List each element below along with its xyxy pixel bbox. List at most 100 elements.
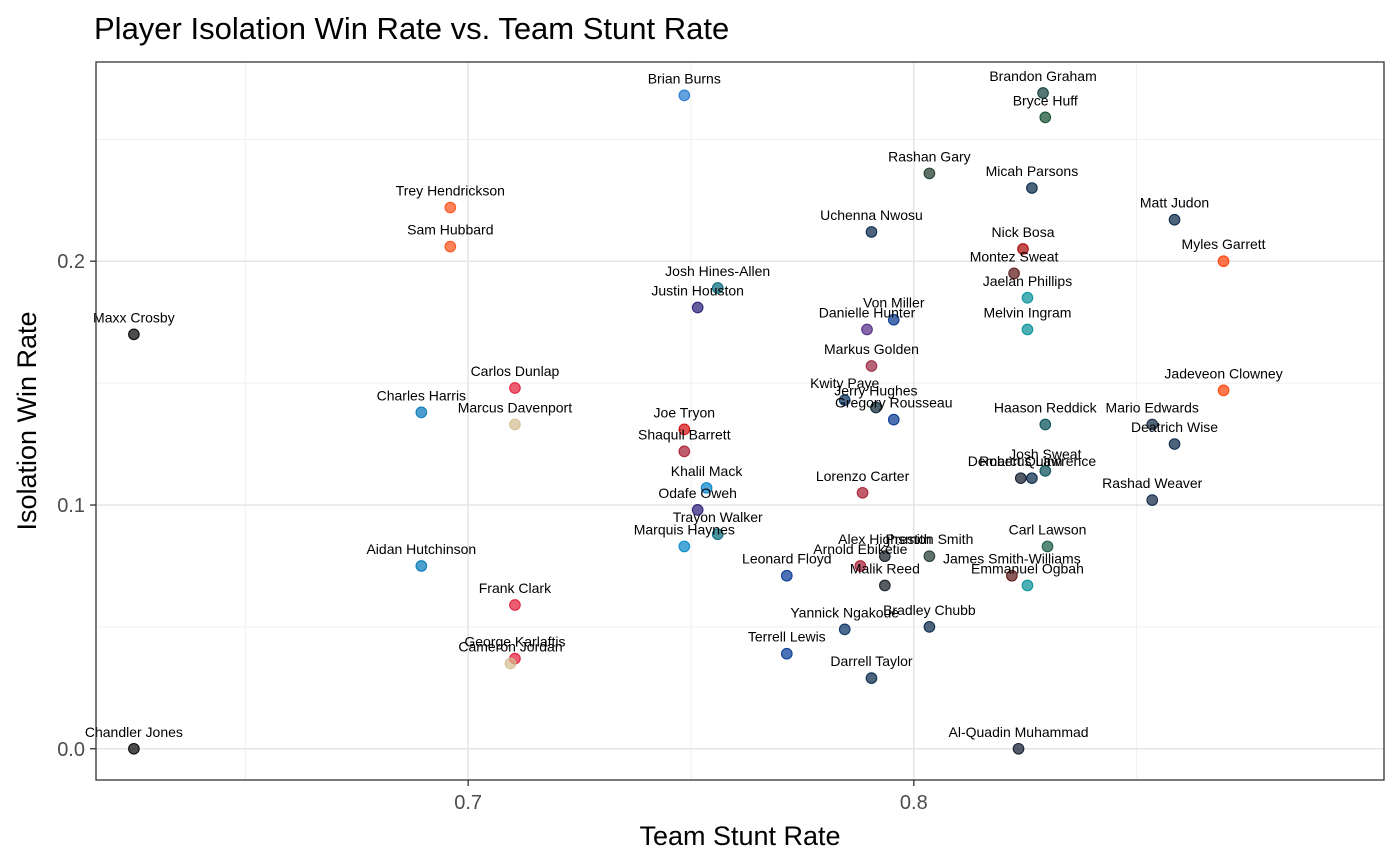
data-point (878, 550, 891, 563)
data-point-label: Gregory Rousseau (835, 395, 953, 411)
data-point-label: Jaelan Phillips (983, 273, 1073, 289)
data-point (838, 623, 851, 636)
data-point-label: Odafe Oweh (658, 485, 737, 501)
data-point (1168, 213, 1181, 226)
data-point (838, 394, 851, 407)
data-point-label: Bryce Huff (1013, 92, 1078, 108)
data-point (1217, 384, 1230, 397)
data-point (444, 240, 457, 253)
data-point-label: George Karlaftis (464, 634, 565, 650)
data-point (1039, 465, 1052, 477)
data-point (1014, 472, 1027, 485)
data-point (1168, 438, 1181, 450)
data-point-label: Kwity Paye (810, 375, 879, 391)
data-point-label: Rashan Gary (888, 148, 970, 164)
data-point-label: Alex Highsmith (838, 531, 931, 547)
data-point-label: Micah Parsons (986, 163, 1079, 179)
data-point-label: Uchenna Nwosu (820, 207, 923, 223)
data-point (128, 328, 140, 341)
data-point-label: Josh Sweat (1009, 446, 1081, 462)
data-point-label: Frank Clark (479, 580, 552, 596)
data-point-label: Arnold Ebiketie (813, 541, 907, 557)
data-point-label: Al-Quadin Muhammad (949, 724, 1089, 740)
x-tick-label: 0.8 (900, 792, 928, 814)
data-point-label: Jerry Hughes (834, 382, 917, 398)
data-point (1037, 87, 1049, 99)
data-point (691, 504, 704, 516)
data-point-label: Shaquil Barrett (638, 426, 731, 442)
data-point (691, 301, 704, 314)
point-labels: Brian Burns Brandon Graham Bryce Huff Rasha… (85, 68, 1283, 740)
data-point (1017, 243, 1029, 255)
data-point (509, 418, 521, 431)
grid-lines (96, 62, 1384, 780)
y-tick-label: 0.0 (57, 739, 85, 761)
data-point (1006, 569, 1018, 582)
data-point (865, 226, 878, 238)
data-point-label: Matt Judon (1140, 195, 1209, 211)
data-point-label: Sam Hubbard (407, 222, 493, 238)
data-point (1008, 267, 1020, 280)
data-point (856, 486, 869, 499)
data-point (1217, 255, 1230, 268)
data-point-label: Trayon Walker (673, 509, 763, 525)
data-point (678, 423, 691, 436)
data-point-label: Robert Quinn (979, 453, 1062, 469)
data-point-label: Brian Burns (648, 70, 721, 86)
data-point-label: Trey Hendrickson (396, 183, 505, 199)
data-point-label: Justin Houston (651, 283, 744, 299)
data-point-label: Terrell Lewis (748, 629, 826, 645)
data-point (1021, 323, 1034, 336)
data-point-label: Joe Tryon (654, 404, 715, 420)
data-point (711, 282, 724, 294)
plot-panel-border (95, 61, 1385, 781)
data-point-label: James Smith-Williams (943, 551, 1081, 567)
data-point (854, 560, 867, 572)
data-point (1026, 182, 1038, 194)
data-point (870, 401, 882, 414)
data-point-label: Marcus Davenport (458, 400, 572, 416)
data-point (1012, 742, 1025, 755)
data-point (415, 560, 428, 572)
data-points (128, 87, 1230, 755)
data-point (861, 323, 873, 336)
data-point-label: Carlos Dunlap (471, 363, 560, 379)
y-tick-label: 0.2 (57, 251, 85, 273)
data-point-label: Yannick Ngakoue (790, 604, 899, 620)
chart-title: Player Isolation Win Rate vs. Team Stunt… (94, 11, 729, 46)
data-point (1039, 111, 1052, 124)
data-point-label: Charles Harris (377, 387, 466, 403)
data-point-label: Von Miller (863, 295, 925, 311)
data-point-label: Preston Smith (885, 531, 973, 547)
data-point-label: Aidan Hutchinson (366, 541, 476, 557)
data-point-label: Emmanuel Ogbah (971, 560, 1084, 576)
data-point (415, 406, 428, 419)
data-point-label: Montez Sweat (970, 248, 1059, 264)
data-point-label: Brandon Graham (989, 68, 1096, 84)
data-point (678, 445, 691, 458)
data-point-label: Khalil Mack (671, 463, 744, 479)
data-point (865, 360, 878, 372)
data-point (509, 599, 521, 611)
data-point-label: Leonard Floyd (742, 551, 832, 567)
data-point (887, 313, 900, 326)
data-point-label: Rashad Weaver (1102, 475, 1202, 491)
data-point-label: Danielle Hunter (819, 304, 916, 320)
data-point (1021, 579, 1034, 592)
data-point-label: Chandler Jones (85, 724, 183, 740)
data-point-label: Mario Edwards (1106, 400, 1199, 416)
data-point (678, 89, 691, 102)
data-point (780, 647, 793, 660)
data-point (887, 413, 900, 426)
data-point (1146, 494, 1159, 506)
data-point (878, 579, 891, 592)
data-point (444, 201, 457, 214)
data-point-label: Bradley Chubb (883, 602, 976, 618)
data-point (1021, 291, 1034, 304)
x-tick-label: 0.7 (454, 792, 482, 814)
data-point (700, 482, 713, 494)
data-point (711, 528, 724, 541)
data-point-label: Cameron Jordan (458, 638, 562, 654)
x-axis-title: Team Stunt Rate (639, 821, 840, 851)
